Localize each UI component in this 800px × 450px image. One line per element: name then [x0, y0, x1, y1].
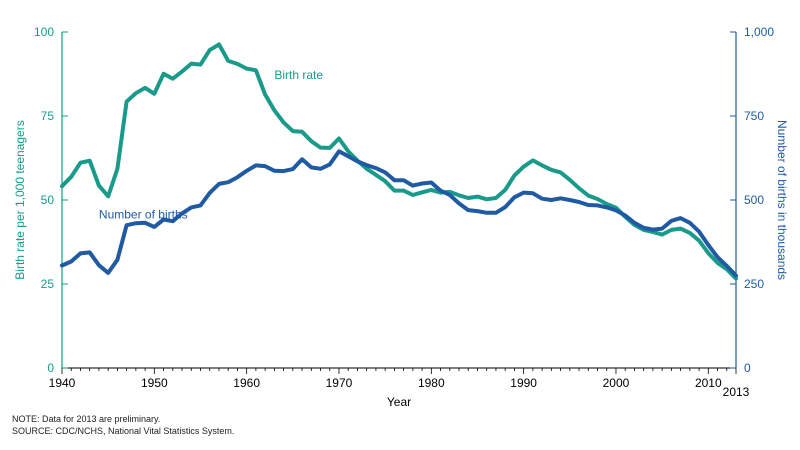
footnote-source: SOURCE: CDC/NCHS, National Vital Statist… — [12, 426, 235, 436]
x-tick-label: 1940 — [49, 376, 76, 390]
y-right-tick-label: 0 — [744, 361, 751, 375]
series-line-birth-rate — [60, 42, 738, 281]
y-left-tick-label: 50 — [41, 193, 55, 207]
x-tick-label: 1990 — [510, 376, 537, 390]
y-right-tick-label: 250 — [744, 277, 764, 291]
x-axis-title: Year — [387, 395, 411, 409]
series-line-number-of-births — [60, 149, 738, 278]
footnote-note: NOTE: Data for 2013 are preliminary. — [12, 414, 161, 424]
x-tick-label: 1970 — [326, 376, 353, 390]
y-right-tick-label: 1,000 — [744, 25, 774, 39]
x-tick-label: 1950 — [141, 376, 168, 390]
x-tick-label: 1960 — [233, 376, 260, 390]
annotation-number-of-births: Number of births — [99, 207, 188, 221]
y-left-tick-label: 75 — [41, 109, 55, 123]
y-left-tick-label: 25 — [41, 277, 55, 291]
y-left-axis-title: Birth rate per 1,000 teenagers — [13, 120, 27, 279]
x-tick-label: 2000 — [603, 376, 630, 390]
x-tick-label: 2010 — [695, 376, 722, 390]
y-right-axis-title: Number of births in thousands — [775, 120, 789, 280]
y-right-tick-label: 500 — [744, 193, 764, 207]
annotation-birth-rate: Birth rate — [274, 68, 323, 82]
y-left-tick-label: 0 — [47, 361, 54, 375]
x-tick-label: 2013 — [723, 385, 750, 399]
x-tick-label: 1980 — [418, 376, 445, 390]
y-left-tick-label: 100 — [34, 25, 54, 39]
y-right-tick-label: 750 — [744, 109, 764, 123]
